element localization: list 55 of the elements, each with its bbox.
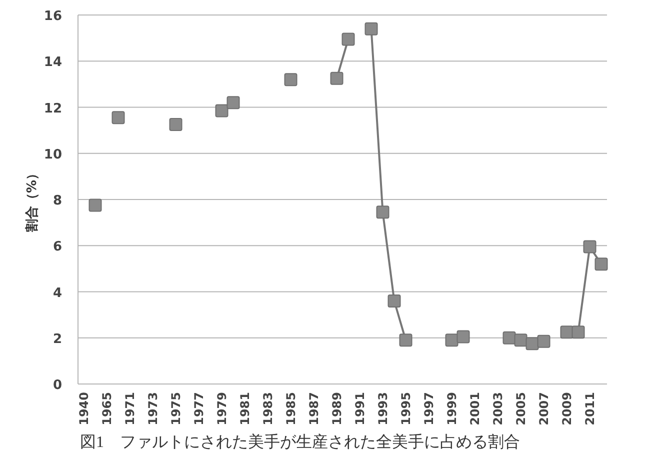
y-tick-label: 8: [52, 194, 62, 208]
x-tick-label: 2001: [468, 392, 482, 426]
point: [594, 258, 608, 271]
point: [364, 22, 378, 36]
y-tick-label: 16: [44, 9, 62, 24]
x-tick-label: 1981: [238, 392, 252, 426]
x-tick-label: 2003: [490, 392, 505, 426]
x-tick-label: 1979: [214, 392, 229, 426]
x-tick-label: 1989: [330, 392, 344, 426]
point: [376, 206, 390, 219]
x-tick-label: 1985: [284, 392, 298, 426]
y-tick-label: 0: [52, 378, 62, 393]
point: [330, 72, 344, 85]
point: [112, 111, 125, 124]
x-tick-label: 1993: [376, 392, 390, 426]
x-tick-label: 1973: [146, 392, 160, 426]
point: [226, 96, 240, 110]
x-tick-label: 2007: [536, 392, 551, 426]
y-tick-label: 4: [52, 286, 62, 301]
point: [456, 330, 470, 344]
caption: 図1 ファルトにされた美手が生産された全美手に占める割合: [80, 433, 520, 451]
x-tick-label: 1971: [122, 392, 137, 426]
y-axis-title: 割合（%）: [24, 166, 40, 234]
point: [169, 118, 182, 132]
point: [502, 331, 516, 344]
x-tick-label: 2005: [514, 392, 528, 426]
x-tick-label: 2009: [560, 392, 574, 426]
y-tick-label: 6: [52, 240, 62, 255]
y-tick-label: 14: [44, 55, 62, 70]
point: [284, 73, 298, 86]
x-tick-label: 1975: [168, 392, 183, 426]
point: [342, 32, 355, 46]
y-tick-label: 12: [44, 101, 62, 116]
point: [526, 337, 539, 350]
x-tick-label: 1977: [192, 392, 206, 426]
x-tick-label: 1983: [260, 392, 275, 426]
point: [583, 240, 596, 254]
x-tick-label: 1987: [306, 392, 321, 426]
x-tick-label: 1999: [444, 392, 459, 426]
point: [388, 294, 401, 308]
x-tick-label: 1995: [398, 392, 413, 426]
x-tick-label: 1991: [352, 392, 367, 426]
point: [572, 326, 585, 339]
x-tick-label: 2011: [582, 392, 597, 426]
y-tick-label: 10: [44, 147, 62, 162]
point: [537, 334, 550, 348]
point: [88, 198, 102, 212]
x-tick-label: 1940: [76, 392, 91, 426]
point: [514, 334, 528, 347]
x-tick-label: 1965: [100, 392, 114, 426]
point: [215, 104, 228, 118]
point: [445, 334, 458, 347]
y-tick-label: 2: [52, 332, 62, 347]
point: [399, 334, 412, 347]
x-tick-label: 1997: [422, 392, 436, 426]
